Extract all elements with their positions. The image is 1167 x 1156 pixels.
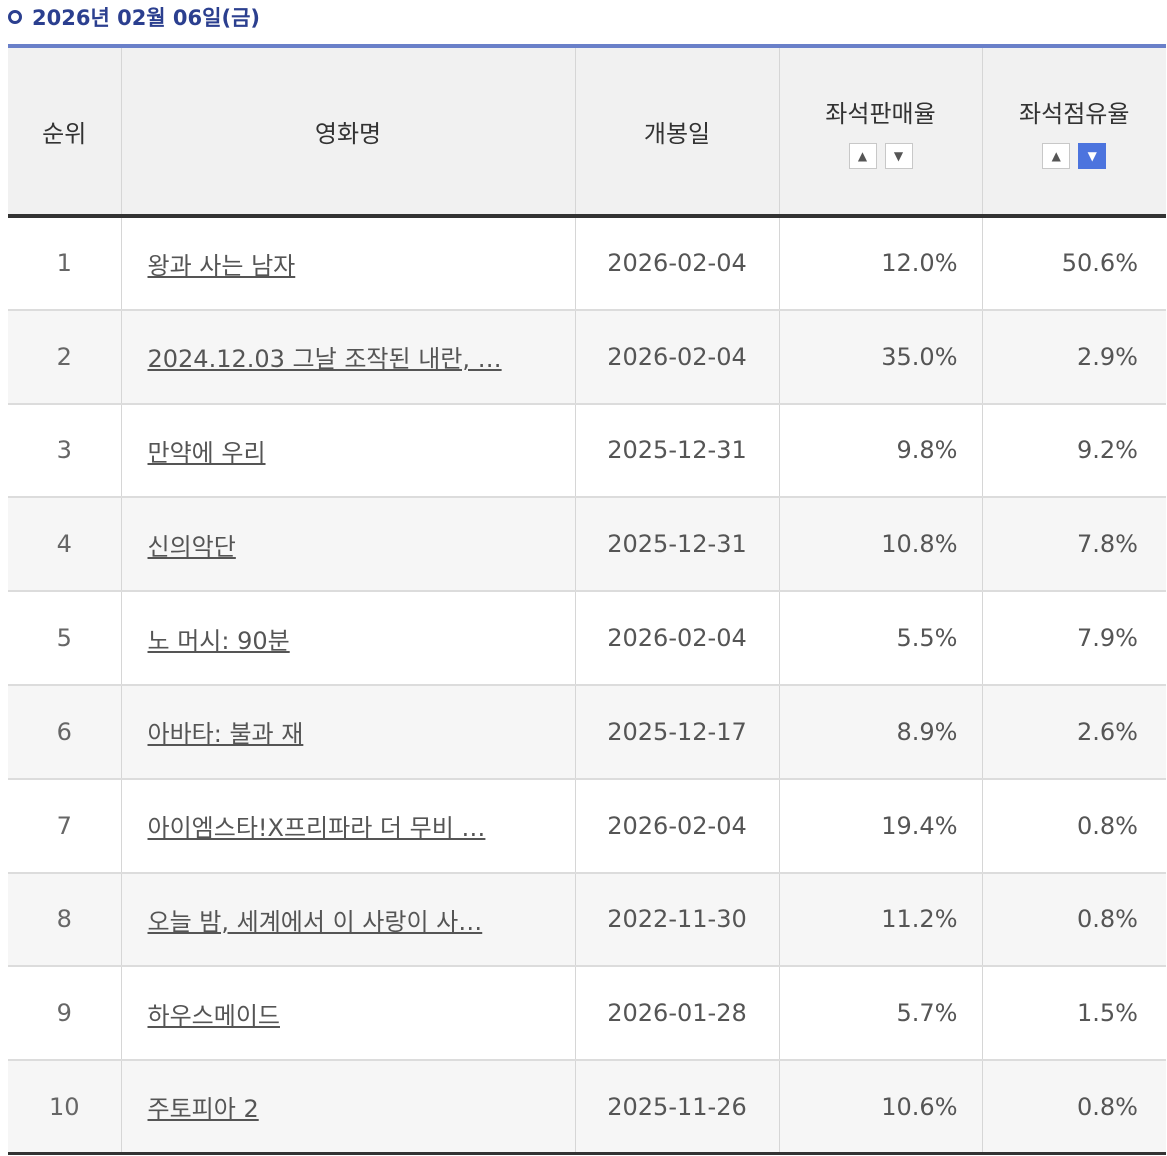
open-date-cell: 2022-11-30 <box>574 872 779 968</box>
table-row: 8 오늘 밤, 세계에서 이 사랑이 사… 2022-11-30 11.2% 0.8% <box>8 872 1166 968</box>
movie-cell: 아이엠스타!X프리파라 더 무비 … <box>120 778 575 874</box>
rank-cell: 10 <box>8 1060 121 1156</box>
open-date-cell: 2026-02-04 <box>574 216 779 311</box>
movie-cell: 오늘 밤, 세계에서 이 사랑이 사… <box>120 872 575 968</box>
rank-cell: 2 <box>8 309 121 405</box>
movie-cell: 아바타: 불과 재 <box>120 684 575 780</box>
rank-cell: 3 <box>8 403 121 499</box>
table-row: 7 아이엠스타!X프리파라 더 무비 … 2026-02-04 19.4% 0.8% <box>8 778 1166 874</box>
seat-share-cell: 0.8% <box>981 1060 1166 1156</box>
seat-sales-cell: 35.0% <box>778 309 982 405</box>
table-row: 5 노 머시: 90분 2026-02-04 5.5% 7.9% <box>8 591 1166 686</box>
movie-link[interactable]: 아바타: 불과 재 <box>147 720 304 749</box>
rank-cell: 1 <box>8 216 121 311</box>
seat-share-cell: 9.2% <box>981 403 1166 499</box>
seat-sales-cell: 11.2% <box>778 872 982 968</box>
seat-share-cell: 0.8% <box>981 872 1166 968</box>
seat-sales-cell: 8.9% <box>778 684 982 780</box>
seat-sales-cell: 10.8% <box>778 497 982 593</box>
movie-link[interactable]: 만약에 우리 <box>147 438 266 467</box>
seat-sales-cell: 9.8% <box>778 403 982 499</box>
table-header-row: 순위 영화명 개봉일 좌석판매율 ▲ ▼ 좌석점유율 ▲ ▼ <box>8 44 1166 218</box>
open-date-cell: 2026-01-28 <box>574 966 779 1062</box>
rank-cell: 4 <box>8 497 121 593</box>
date-header: 2026년 02월 06일(금) <box>0 0 1167 44</box>
movie-link[interactable]: 2024.12.03 그날 조작된 내란, … <box>147 345 502 374</box>
header-seat-sales-label: 좌석판매율 <box>825 99 936 128</box>
header-rank: 순위 <box>8 44 121 218</box>
seat-share-cell: 1.5% <box>981 966 1166 1062</box>
page-title: 2026년 02월 06일(금) <box>32 6 260 30</box>
open-date-cell: 2025-12-31 <box>574 497 779 593</box>
movie-cell: 왕과 사는 남자 <box>120 216 575 311</box>
seat-share-cell: 7.9% <box>981 591 1166 686</box>
seat-share-cell: 2.9% <box>981 309 1166 405</box>
table-row: 9 하우스메이드 2026-01-28 5.7% 1.5% <box>8 966 1166 1062</box>
seat-share-cell: 50.6% <box>981 216 1166 311</box>
open-date-cell: 2026-02-04 <box>574 591 779 686</box>
header-seat-share-label: 좌석점유율 <box>1019 99 1130 128</box>
movie-link[interactable]: 하우스메이드 <box>147 1001 280 1030</box>
movie-link[interactable]: 왕과 사는 남자 <box>147 251 296 280</box>
header-open-date: 개봉일 <box>574 44 779 218</box>
chevron-down-icon[interactable]: ▼ <box>1078 142 1107 169</box>
movie-cell: 신의악단 <box>120 497 575 593</box>
table-row: 1 왕과 사는 남자 2026-02-04 12.0% 50.6% <box>8 216 1166 311</box>
chevron-down-icon[interactable]: ▼ <box>884 142 913 169</box>
seat-sales-cell: 5.7% <box>778 966 982 1062</box>
seat-sales-cell: 12.0% <box>778 216 982 311</box>
seat-share-cell: 7.8% <box>981 497 1166 593</box>
rank-cell: 5 <box>8 591 121 686</box>
seat-share-cell: 2.6% <box>981 684 1166 780</box>
header-seat-sales: 좌석판매율 ▲ ▼ <box>778 44 982 218</box>
open-date-cell: 2026-02-04 <box>574 778 779 874</box>
movie-link[interactable]: 오늘 밤, 세계에서 이 사랑이 사… <box>147 907 483 936</box>
movie-link[interactable]: 아이엠스타!X프리파라 더 무비 … <box>147 814 486 843</box>
rank-cell: 7 <box>8 778 121 874</box>
chevron-up-icon[interactable]: ▲ <box>1042 142 1071 169</box>
header-movie: 영화명 <box>120 44 575 218</box>
movie-cell: 노 머시: 90분 <box>120 591 575 686</box>
open-date-cell: 2025-11-26 <box>574 1060 779 1156</box>
table-row: 10 주토피아 2 2025-11-26 10.6% 0.8% <box>8 1060 1166 1156</box>
movie-link[interactable]: 주토피아 2 <box>147 1095 259 1124</box>
rank-cell: 9 <box>8 966 121 1062</box>
rank-cell: 8 <box>8 872 121 968</box>
rank-cell: 6 <box>8 684 121 780</box>
chevron-up-icon[interactable]: ▲ <box>848 142 877 169</box>
movie-link[interactable]: 신의악단 <box>147 532 236 561</box>
movie-cell: 주토피아 2 <box>120 1060 575 1156</box>
circle-bullet-icon <box>8 10 22 24</box>
table-row: 2 2024.12.03 그날 조작된 내란, … 2026-02-04 35.0% 2… <box>8 309 1166 405</box>
box-office-table: 순위 영화명 개봉일 좌석판매율 ▲ ▼ 좌석점유율 ▲ ▼ 1 왕과 사는 남자… <box>8 44 1166 1156</box>
movie-link[interactable]: 노 머시: 90분 <box>147 626 290 655</box>
movie-cell: 만약에 우리 <box>120 403 575 499</box>
open-date-cell: 2025-12-17 <box>574 684 779 780</box>
seat-sales-cell: 19.4% <box>778 778 982 874</box>
seat-share-sort: ▲ ▼ <box>984 142 1166 169</box>
movie-cell: 2024.12.03 그날 조작된 내란, … <box>120 309 575 405</box>
open-date-cell: 2025-12-31 <box>574 403 779 499</box>
seat-sales-cell: 5.5% <box>778 591 982 686</box>
movie-cell: 하우스메이드 <box>120 966 575 1062</box>
seat-share-cell: 0.8% <box>981 778 1166 874</box>
table-row: 6 아바타: 불과 재 2025-12-17 8.9% 2.6% <box>8 684 1166 780</box>
table-row: 3 만약에 우리 2025-12-31 9.8% 9.2% <box>8 403 1166 499</box>
seat-sales-sort: ▲ ▼ <box>781 142 981 169</box>
seat-sales-cell: 10.6% <box>778 1060 982 1156</box>
open-date-cell: 2026-02-04 <box>574 309 779 405</box>
header-seat-share: 좌석점유율 ▲ ▼ <box>981 44 1166 218</box>
table-row: 4 신의악단 2025-12-31 10.8% 7.8% <box>8 497 1166 593</box>
